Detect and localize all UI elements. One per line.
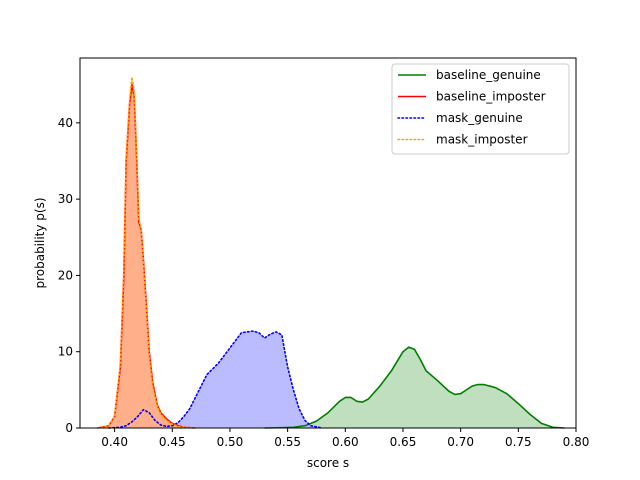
- x-tick-label: 0.65: [390, 435, 417, 449]
- y-tick-label: 10: [58, 345, 73, 359]
- x-tick-label: 0.70: [447, 435, 474, 449]
- legend-entry-label: mask_genuine: [436, 111, 523, 125]
- x-tick-label: 0.55: [274, 435, 301, 449]
- y-tick-label: 20: [58, 268, 73, 282]
- x-tick-label: 0.60: [332, 435, 359, 449]
- y-tick-label: 40: [58, 116, 73, 130]
- y-tick-label: 30: [58, 192, 73, 206]
- x-tick-label: 0.75: [505, 435, 532, 449]
- y-axis-label: probability p(s): [33, 197, 47, 288]
- series-area-mask-genuine: [108, 331, 323, 428]
- legend-entry-label: mask_imposter: [436, 133, 528, 147]
- legend: baseline_genuine baseline_imposter mask_ge…: [391, 63, 570, 155]
- legend-entry-label: baseline_imposter: [436, 90, 546, 104]
- series-line-mask-imposter: [96, 76, 197, 429]
- x-tick-label: 0.50: [217, 435, 244, 449]
- x-axis: 0.40 0.45 0.50 0.55 0.60 0.65 0.70 0.75 0.80: [101, 428, 589, 449]
- y-tick-label: 0: [65, 421, 73, 435]
- x-axis-label: score s: [307, 456, 349, 470]
- series-line-mask-genuine: [108, 330, 324, 429]
- x-tick-label: 0.45: [159, 435, 186, 449]
- series-lines: [96, 76, 565, 429]
- y-axis: 0 10 20 30 40: [58, 116, 80, 435]
- legend-box: [391, 63, 570, 155]
- legend-entry-label: baseline_genuine: [436, 68, 541, 82]
- series-line-baseline-genuine: [264, 346, 565, 429]
- x-tick-label: 0.40: [101, 435, 128, 449]
- x-tick-label: 0.80: [563, 435, 590, 449]
- plot-frame: [79, 57, 577, 429]
- series-area-baseline-genuine: [264, 347, 565, 428]
